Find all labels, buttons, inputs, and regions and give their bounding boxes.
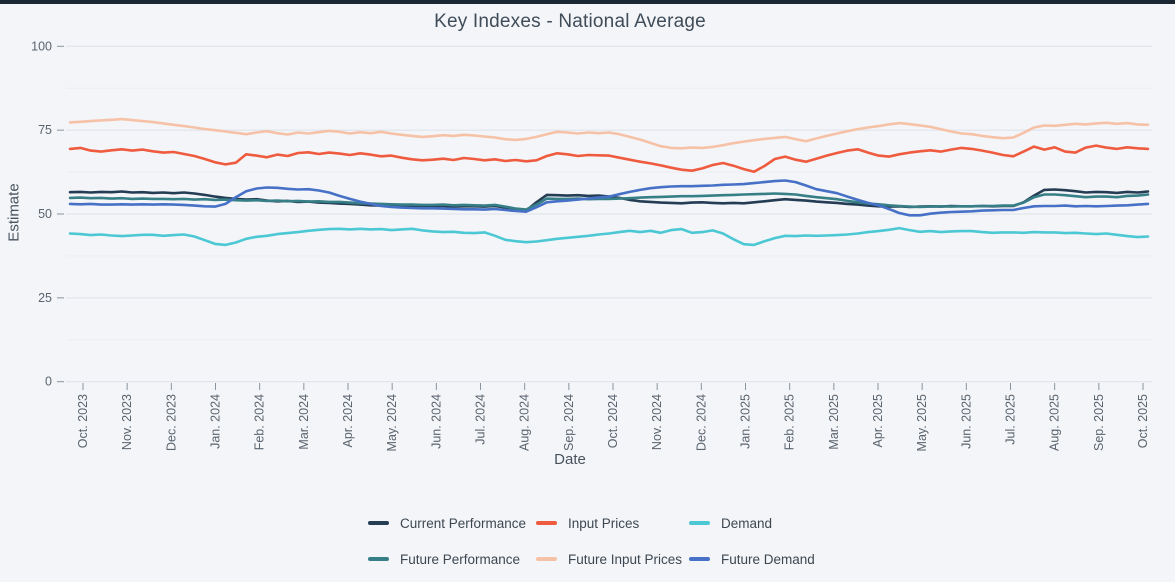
series-line-input-prices[interactable] — [68, 144, 1150, 173]
x-tick-label: Jun. 2024 — [429, 394, 443, 449]
legend-swatch-icon — [368, 521, 389, 525]
legend-label: Input Prices — [568, 515, 640, 531]
x-tick-label: Nov. 2023 — [120, 394, 134, 450]
legend-swatch-icon — [689, 521, 710, 525]
legend-item-future-input-prices[interactable]: Future Input Prices — [536, 550, 682, 568]
x-tick-label: May. 2024 — [385, 394, 399, 451]
x-tick-label: Apr. 2025 — [871, 394, 885, 448]
x-tick-label: Feb. 2025 — [783, 394, 797, 450]
x-tick-label: Jul. 2025 — [1004, 394, 1018, 445]
x-tick-label: Aug. 2024 — [518, 394, 532, 451]
x-tick-label: Oct. 2024 — [606, 394, 620, 448]
y-tick-label: 50 — [38, 207, 52, 221]
legend-item-future-performance[interactable]: Future Performance — [368, 550, 520, 568]
legend-item-current-performance[interactable]: Current Performance — [368, 514, 526, 532]
x-tick-label: Sep. 2024 — [562, 394, 576, 451]
line-chart: 0 25 50 75 100 Oct. 2023 Nov. 2023 Dec. 2023 Jan… — [31, 39, 1152, 451]
legend-label: Future Performance — [400, 551, 521, 567]
legend-label: Future Input Prices — [568, 551, 683, 567]
x-tick-label: Mar. 2025 — [827, 394, 841, 450]
x-tick-label: Jun. 2025 — [959, 394, 973, 449]
x-tick-label: Apr. 2024 — [341, 394, 355, 448]
x-axis-title: Date — [554, 451, 586, 468]
x-tick-label: Feb. 2024 — [253, 394, 267, 450]
y-axis-title: Estimate — [5, 183, 23, 242]
x-tick-label: Aug. 2025 — [1048, 394, 1062, 451]
series-line-future-input-prices[interactable] — [68, 117, 1150, 150]
legend-swatch-icon — [368, 557, 389, 561]
legend-row: Future Performance Future Input Prices Fut… — [0, 550, 1175, 568]
y-tick-label: 75 — [38, 123, 52, 137]
y-tick-label: 0 — [45, 375, 52, 389]
x-tick-label: Sep. 2025 — [1092, 394, 1106, 451]
window-top-bar — [0, 0, 1175, 4]
legend-swatch-icon — [536, 557, 557, 561]
series-line-future-performance[interactable] — [68, 192, 1150, 211]
x-tick-label: Oct. 2023 — [76, 394, 90, 448]
x-tick-label: Mar. 2024 — [297, 394, 311, 450]
legend-swatch-icon — [536, 521, 557, 525]
legend-label: Future Demand — [721, 551, 815, 567]
x-tick-label: Dec. 2023 — [164, 394, 178, 451]
x-tick-label: May. 2025 — [915, 394, 929, 451]
legend-item-future-demand[interactable]: Future Demand — [689, 550, 815, 568]
chart-title: Key Indexes - National Average — [434, 11, 706, 32]
x-tick-label: Dec. 2024 — [694, 394, 708, 451]
legend-label: Demand — [721, 515, 773, 531]
x-tick-label: Nov. 2024 — [650, 394, 664, 450]
y-tick-label: 100 — [31, 39, 52, 53]
x-tick-label: Jan. 2024 — [209, 394, 223, 449]
x-tick-label: Jul. 2024 — [474, 394, 488, 445]
series-line-demand[interactable] — [68, 226, 1150, 247]
series-line-future-demand[interactable] — [68, 179, 1150, 217]
legend-swatch-icon — [689, 557, 710, 561]
legend-item-input-prices[interactable]: Input Prices — [536, 514, 639, 532]
legend-row: Current Performance Input Prices Demand — [0, 514, 1175, 532]
y-tick-label: 25 — [38, 291, 52, 305]
x-tick-label: Jan. 2025 — [739, 394, 753, 449]
legend-item-demand[interactable]: Demand — [689, 514, 772, 532]
legend-label: Current Performance — [400, 515, 527, 531]
x-tick-label: Oct. 2025 — [1136, 394, 1150, 448]
